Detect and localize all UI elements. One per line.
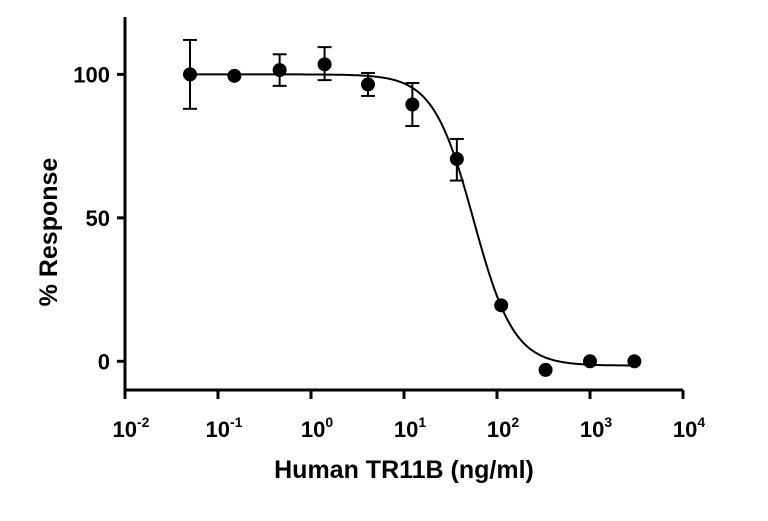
data-point bbox=[627, 354, 642, 369]
x-tick-label: 10-2 bbox=[113, 414, 150, 442]
x-tick-label: 102 bbox=[487, 414, 519, 442]
data-point bbox=[538, 362, 553, 377]
data-point bbox=[583, 354, 597, 369]
data-point bbox=[317, 57, 332, 72]
axes: 0 50 100 10-2 10-1 100 101 102 103 104 bbox=[73, 17, 705, 442]
data-point bbox=[227, 68, 242, 83]
data-point bbox=[449, 152, 464, 167]
data-point bbox=[405, 97, 420, 112]
data-point bbox=[360, 77, 375, 92]
data-point bbox=[494, 298, 509, 313]
x-tick-label: 104 bbox=[673, 414, 705, 442]
data-point bbox=[272, 63, 287, 78]
x-tick-label: 100 bbox=[301, 414, 333, 442]
y-tick-label: 100 bbox=[73, 62, 110, 87]
data-points bbox=[183, 38, 642, 377]
x-tick-label: 101 bbox=[394, 414, 426, 442]
data-point bbox=[183, 67, 198, 82]
x-tick-label: 103 bbox=[580, 414, 612, 442]
y-axis-label: % Response bbox=[35, 158, 63, 307]
x-axis-label: Human TR11B (ng/ml) bbox=[274, 456, 534, 484]
y-tick-label: 50 bbox=[86, 206, 110, 231]
x-tick-label: 10-1 bbox=[206, 414, 243, 442]
y-tick-label: 0 bbox=[98, 349, 110, 374]
